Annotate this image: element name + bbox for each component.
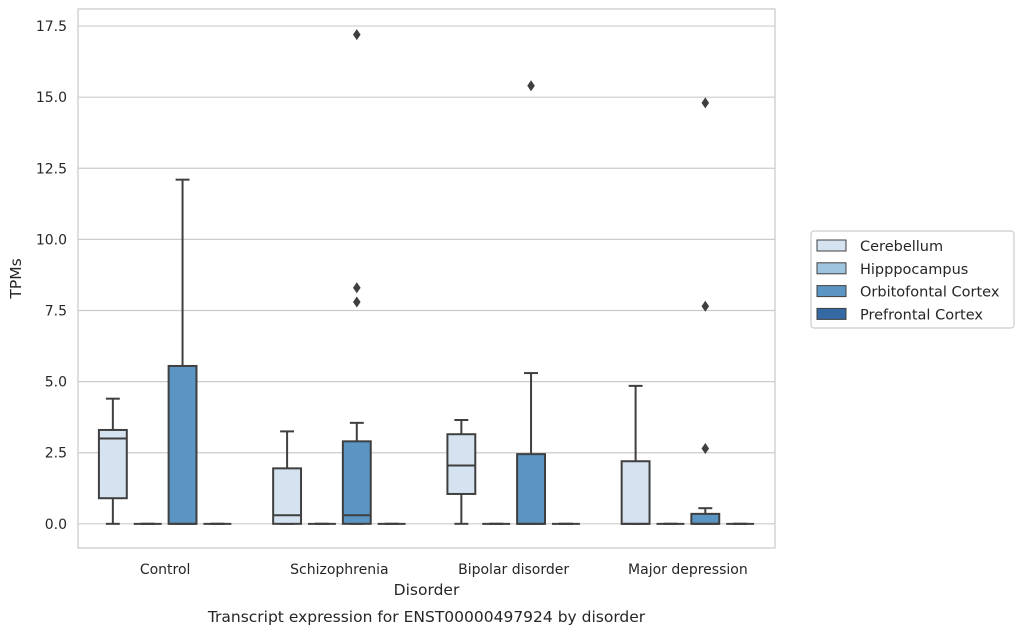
outlier-point: [527, 80, 535, 92]
box-body: [446, 433, 477, 495]
y-tick-label: 17.5: [36, 19, 67, 35]
x-tick-label: Major depression: [628, 562, 748, 578]
legend-label: Orbitofontal Cortex: [860, 285, 1000, 301]
y-tick-label: 12.5: [36, 161, 67, 177]
y-axis-label: TPMs: [7, 258, 25, 299]
legend-swatch: [816, 262, 847, 275]
box-2-2: [516, 80, 546, 525]
x-tick-label: Bipolar disorder: [458, 562, 569, 578]
y-tick-label: 10.0: [36, 232, 67, 248]
box-2-0: [446, 419, 477, 525]
box-0-0: [97, 397, 128, 525]
legend-frame: [810, 230, 1015, 329]
legend-label: Prefrontal Cortex: [860, 307, 983, 323]
box-plots: [97, 29, 755, 525]
outlier-point: [353, 296, 361, 308]
box-body: [516, 453, 546, 525]
y-tick-label: 7.5: [45, 303, 67, 319]
box-1-0: [272, 430, 303, 525]
box-body: [97, 428, 128, 500]
y-tick-labels: 0.0 2.5 5.0 7.5 10.0 12.5 15.0 17.5: [36, 19, 67, 533]
legend: Cerebellum Hipppocampus Orbitofontal Corte…: [810, 230, 1015, 329]
box-1-2: [341, 29, 372, 525]
legend-swatch: [816, 239, 847, 252]
x-tick-labels: Control Schizophrenia Bipolar disorder Majo…: [140, 562, 748, 578]
x-tick-label: Schizophrenia: [290, 562, 388, 578]
legend-label: Cerebellum: [860, 239, 943, 255]
box-body: [167, 364, 198, 525]
box-3-0: [620, 384, 651, 525]
x-tick-label: Control: [140, 562, 191, 578]
outlier-point: [701, 442, 710, 454]
box-body: [620, 460, 651, 525]
box-body: [341, 440, 372, 525]
legend-swatch: [816, 285, 847, 298]
box-3-2: [690, 97, 721, 525]
outlier-point: [353, 29, 361, 41]
outlier-point: [701, 97, 710, 109]
legend-swatch: [816, 307, 847, 320]
box-body: [690, 512, 721, 525]
x-axis-label: Disorder: [394, 581, 460, 599]
y-tick-label: 15.0: [36, 90, 67, 106]
y-tick-label: 5.0: [45, 375, 67, 391]
y-tick-label: 2.5: [45, 446, 67, 462]
outlier-point: [353, 282, 361, 294]
outlier-point: [701, 300, 710, 312]
y-tick-label: 0.0: [45, 517, 67, 533]
plot-frame: [77, 8, 776, 549]
chart-caption: Transcript expression for ENST0000049792…: [207, 608, 646, 626]
legend-label: Hipppocampus: [860, 262, 968, 278]
box-0-2: [167, 178, 198, 525]
